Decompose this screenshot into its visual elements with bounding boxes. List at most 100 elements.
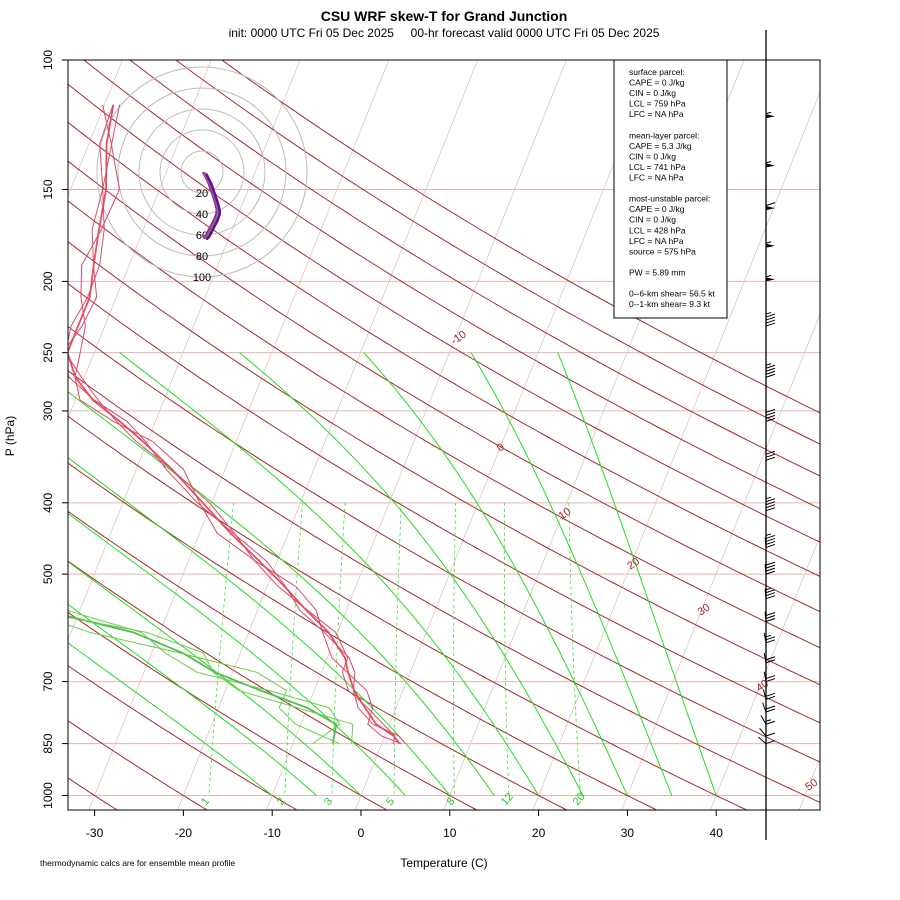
dry-adiabat [68, 510, 568, 810]
barb-feather [765, 615, 776, 619]
barb-feather [765, 367, 776, 372]
hodograph-ring-label: 80 [196, 251, 208, 263]
y-tick-label: 700 [41, 671, 55, 691]
barb-feather [765, 618, 776, 622]
wind-barb [764, 561, 776, 575]
wind-barb [758, 736, 776, 745]
wind-barb [762, 702, 776, 713]
x-tick-label: 40 [710, 826, 724, 840]
diagram-grid [68, 60, 820, 810]
barb-feather [765, 567, 776, 572]
wind-barb [764, 587, 776, 600]
barb-feather [765, 595, 776, 600]
moist-adiabat [68, 512, 406, 796]
barb-feather [765, 705, 776, 710]
barb-feather [765, 313, 776, 318]
temperature-trace [68, 104, 401, 745]
wind-barb [765, 200, 776, 211]
mixing-ratio-label: 5 [384, 796, 397, 808]
y-tick-label: 250 [41, 342, 55, 362]
isotherm-line [68, 60, 123, 198]
hodograph-ring [96, 66, 308, 278]
x-tick-label: 30 [621, 826, 635, 840]
barb-feather [765, 408, 776, 413]
dry-adiabat [68, 200, 820, 649]
mixing-ratio-label: 3 [322, 796, 335, 808]
barb-feather [765, 675, 776, 680]
y-axis-label: P (hPa) [3, 416, 17, 456]
info-box-line: most-unstable parcel: [629, 194, 710, 204]
barb-shaft [762, 689, 767, 700]
hodograph-ring [159, 129, 245, 215]
hodograph-ring [117, 87, 287, 257]
wind-barb [764, 533, 776, 548]
info-box-line: mean-layer parcel: [629, 130, 699, 140]
mixing-ratio-line [284, 502, 303, 796]
barb-feather [765, 708, 776, 713]
isotherm-line [798, 756, 820, 810]
wind-barb [765, 108, 775, 119]
dry-adiabat [68, 241, 820, 686]
barb-feather [765, 111, 772, 115]
moist-adiabat [68, 457, 451, 796]
dry-adiabat [68, 160, 820, 613]
hodograph-ring [138, 108, 266, 236]
dry-adiabat [68, 777, 118, 810]
wind-barb [759, 728, 776, 737]
barb-feather [765, 456, 776, 461]
barb-feather [765, 364, 776, 369]
wind-barb [760, 715, 776, 725]
dry-adiabat [68, 370, 820, 803]
moist-adiabat [557, 352, 717, 796]
barb-feather [765, 373, 776, 378]
barb-feather [765, 543, 776, 548]
profile-traces [68, 104, 406, 745]
barb-feather [765, 498, 776, 503]
barb-feather [765, 312, 772, 315]
barb-feather [765, 202, 776, 207]
moist-adiabat [119, 352, 540, 796]
wind-barb [764, 611, 776, 622]
isotherm-line [68, 60, 212, 420]
wind-barb [763, 652, 776, 664]
wind-barb [765, 271, 775, 282]
isotherm-label: 50 [803, 777, 820, 794]
mixing-ratio-label: 12 [499, 791, 516, 808]
barb-shaft [764, 564, 767, 575]
wind-barbs [758, 30, 776, 840]
y-tick-label: 400 [41, 492, 55, 512]
wind-barb [765, 363, 776, 378]
info-box-line: LFC = NA hPa [629, 236, 684, 246]
info-box-line: LCL = 428 hPa [629, 225, 686, 235]
barb-feather [765, 592, 776, 597]
info-box-line: CIN = 0 J/kg [629, 88, 676, 98]
info-box-frame [613, 59, 728, 319]
barb-feather [765, 659, 776, 664]
isotherm-label: 20 [625, 556, 642, 573]
mixing-ratio-line [208, 502, 234, 796]
info-box-line: LCL = 759 hPa [629, 99, 686, 109]
isotherm-line [68, 60, 301, 642]
barb-feather [765, 534, 776, 539]
mixing-ratio-line [568, 502, 581, 796]
dry-adiabat [129, 60, 820, 477]
x-tick-label: -10 [264, 826, 282, 840]
info-box-line: PW = 5.89 mm [629, 267, 685, 277]
barb-feather [765, 533, 772, 536]
mixing-ratio-line [504, 502, 510, 796]
barb-feather [765, 540, 776, 545]
barb-shaft [764, 588, 767, 599]
barb-shaft [763, 671, 767, 682]
dry-adiabat [68, 665, 298, 810]
y-tick-label: 500 [41, 564, 55, 584]
barb-feather [765, 561, 776, 566]
barb-feather [765, 564, 776, 569]
y-tick-label: 200 [41, 271, 55, 291]
info-box-line: LCL = 741 hPa [629, 162, 686, 172]
isotherm-line [621, 312, 820, 810]
isotherm-label: 0 [495, 441, 507, 454]
plot-frame [67, 59, 821, 811]
